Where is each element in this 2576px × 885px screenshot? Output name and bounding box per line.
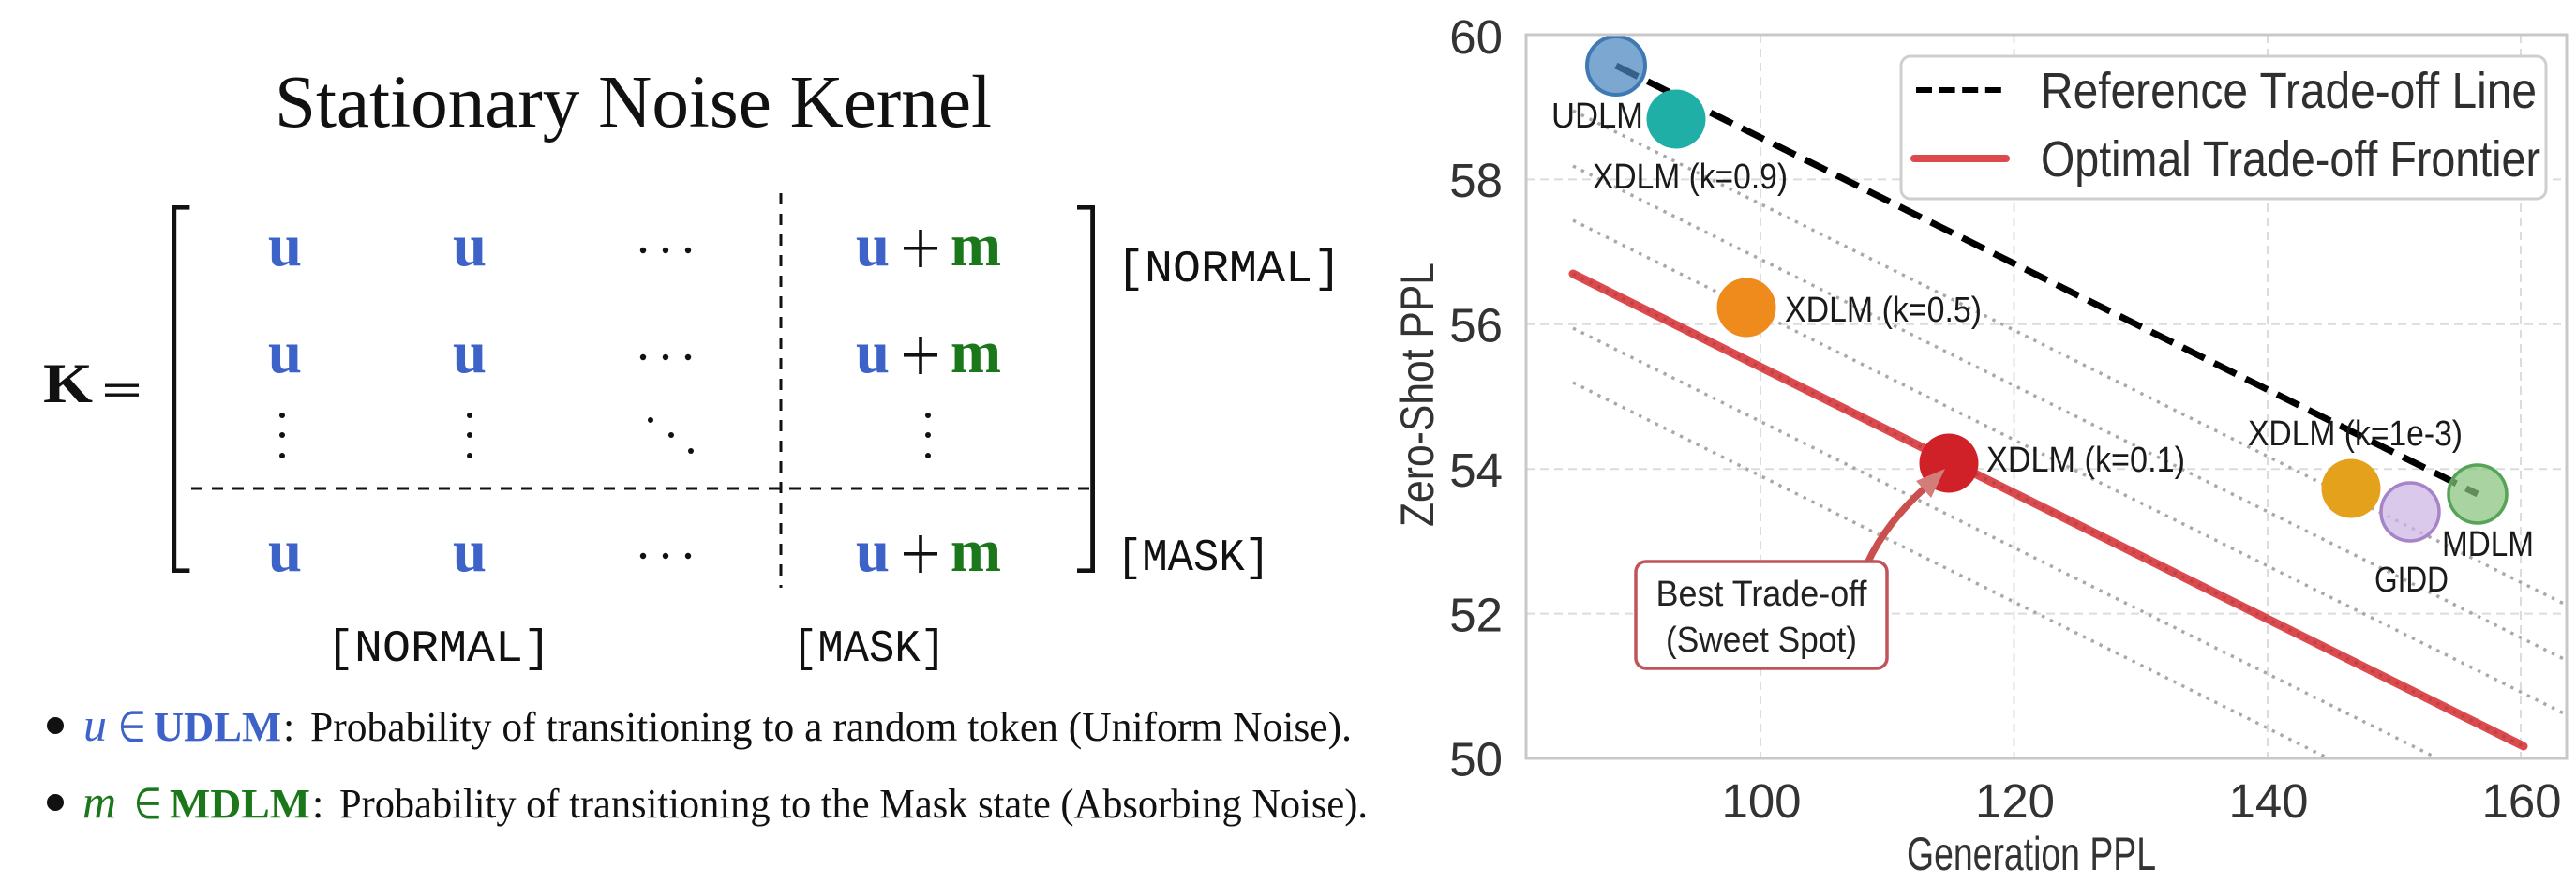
svg-text:u: u xyxy=(453,518,487,585)
svg-text:m: m xyxy=(951,319,1001,386)
svg-text:Probability of transitioning t: Probability of transitioning to a random… xyxy=(310,704,1352,750)
svg-text:∈: ∈ xyxy=(118,703,146,751)
svg-text:54: 54 xyxy=(1449,443,1503,497)
svg-text:Zero-Shot PPL: Zero-Shot PPL xyxy=(1391,262,1444,527)
svg-text:u: u xyxy=(856,518,890,585)
svg-text:120: 120 xyxy=(1975,774,2055,828)
svg-text:MDLM: MDLM xyxy=(2442,525,2534,564)
svg-text:u: u xyxy=(856,319,890,386)
svg-text::: : xyxy=(283,704,294,750)
svg-text:∈: ∈ xyxy=(134,780,162,828)
svg-text:u: u xyxy=(83,698,107,751)
svg-text:m: m xyxy=(82,775,116,828)
svg-text:Probability of transitioning t: Probability of transitioning to the Mask… xyxy=(339,781,1368,827)
svg-text:[NORMAL]: [NORMAL] xyxy=(326,624,551,675)
svg-text:[MASK]: [MASK] xyxy=(1116,533,1270,584)
svg-text:50: 50 xyxy=(1449,733,1503,787)
svg-text:52: 52 xyxy=(1449,589,1503,642)
svg-text:m: m xyxy=(951,212,1001,279)
svg-text:[MASK]: [MASK] xyxy=(792,624,946,675)
svg-text:100: 100 xyxy=(1721,774,1801,828)
svg-text:Stationary Noise Kernel: Stationary Noise Kernel xyxy=(275,62,992,143)
svg-text:XDLM (k=1e-3): XDLM (k=1e-3) xyxy=(2248,414,2463,454)
svg-text:u: u xyxy=(268,518,302,585)
svg-text:MDLM: MDLM xyxy=(170,781,310,827)
svg-text:Best Trade-off: Best Trade-off xyxy=(1656,575,1867,614)
svg-text:u: u xyxy=(856,212,890,279)
svg-text:[NORMAL]: [NORMAL] xyxy=(1116,245,1341,295)
svg-text:u: u xyxy=(268,319,302,386)
svg-text:XDLM (k=0.5): XDLM (k=0.5) xyxy=(1785,291,1982,330)
svg-text:Generation PPL: Generation PPL xyxy=(1907,828,2156,880)
svg-text:58: 58 xyxy=(1449,154,1503,207)
svg-text:160: 160 xyxy=(2481,774,2561,828)
svg-text:u: u xyxy=(453,212,487,279)
svg-text:140: 140 xyxy=(2228,774,2308,828)
svg-text:GIDD: GIDD xyxy=(2374,561,2449,600)
svg-text:56: 56 xyxy=(1449,299,1503,352)
svg-text:UDLM: UDLM xyxy=(1551,97,1643,136)
svg-text:XDLM (k=0.9): XDLM (k=0.9) xyxy=(1593,158,1788,197)
svg-text:u: u xyxy=(268,212,302,279)
svg-text:Reference Trade-off Line: Reference Trade-off Line xyxy=(2041,63,2537,119)
svg-text:60: 60 xyxy=(1449,10,1503,64)
svg-text:m: m xyxy=(951,518,1001,585)
svg-text:K: K xyxy=(43,352,93,414)
svg-text:(Sweet Spot): (Sweet Spot) xyxy=(1666,621,1857,660)
svg-text:UDLM: UDLM xyxy=(154,704,281,750)
svg-text:u: u xyxy=(453,319,487,386)
svg-text:Optimal Trade-off Frontier: Optimal Trade-off Frontier xyxy=(2041,131,2540,188)
svg-text::: : xyxy=(312,781,323,827)
svg-text:XDLM (k=0.1): XDLM (k=0.1) xyxy=(1986,441,2185,480)
